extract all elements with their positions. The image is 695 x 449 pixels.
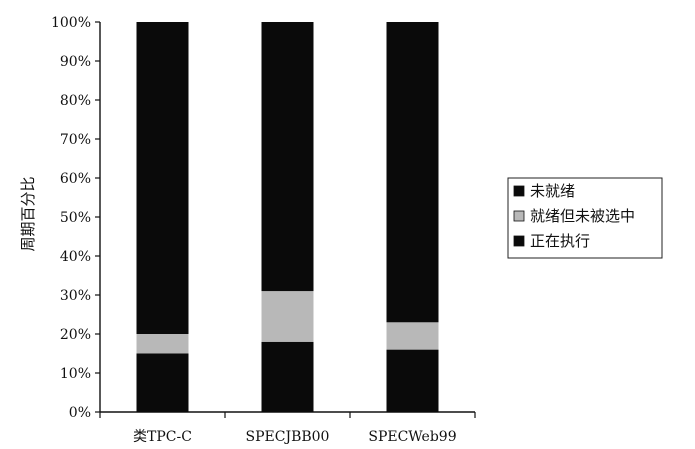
legend-swatch xyxy=(513,185,525,197)
legend-entry: 未就绪 xyxy=(530,182,575,200)
y-tick-label: 20% xyxy=(60,327,91,343)
x-tick-label: 类TPC-C xyxy=(133,429,192,445)
legend-swatch xyxy=(513,235,525,247)
y-axis: 0% 10% 20% 30% 40% 50% 60% 70% 80% 90% 100% xyxy=(51,15,101,421)
legend-box xyxy=(507,177,663,259)
bars xyxy=(136,22,439,412)
y-tick-label: 50% xyxy=(60,210,91,226)
y-axis-label: 周期百分比 xyxy=(19,176,37,251)
bar-segment-2 xyxy=(261,291,314,342)
y-tick-label: 70% xyxy=(60,132,91,148)
bar-segment-2 xyxy=(136,334,189,354)
x-tick-label: SPECWeb99 xyxy=(368,429,456,445)
bar-segment-1 xyxy=(261,341,314,412)
bar-segment-3 xyxy=(386,22,439,323)
y-tick-label: 40% xyxy=(60,249,91,265)
bar-segment-1 xyxy=(386,349,439,412)
bar-segment-1 xyxy=(136,353,189,412)
y-tick-label: 10% xyxy=(60,366,91,382)
y-tick-label: 100% xyxy=(51,15,91,31)
bar-segment-3 xyxy=(261,22,314,292)
legend-entry: 正在执行 xyxy=(530,232,590,250)
legend-swatch xyxy=(513,210,525,222)
y-tick-label: 0% xyxy=(69,405,91,421)
x-tick-label: SPECJBB00 xyxy=(246,429,330,445)
bar-segment-3 xyxy=(136,22,189,334)
y-tick-label: 90% xyxy=(60,54,91,70)
y-tick-label: 80% xyxy=(60,93,91,109)
bar-segment-2 xyxy=(386,322,439,350)
legend-entry: 就绪但未被选中 xyxy=(530,207,635,225)
y-tick-label: 30% xyxy=(60,288,91,304)
y-tick-label: 60% xyxy=(60,171,91,187)
x-axis: 类TPC-C SPECJBB00 SPECWeb99 xyxy=(99,411,476,445)
